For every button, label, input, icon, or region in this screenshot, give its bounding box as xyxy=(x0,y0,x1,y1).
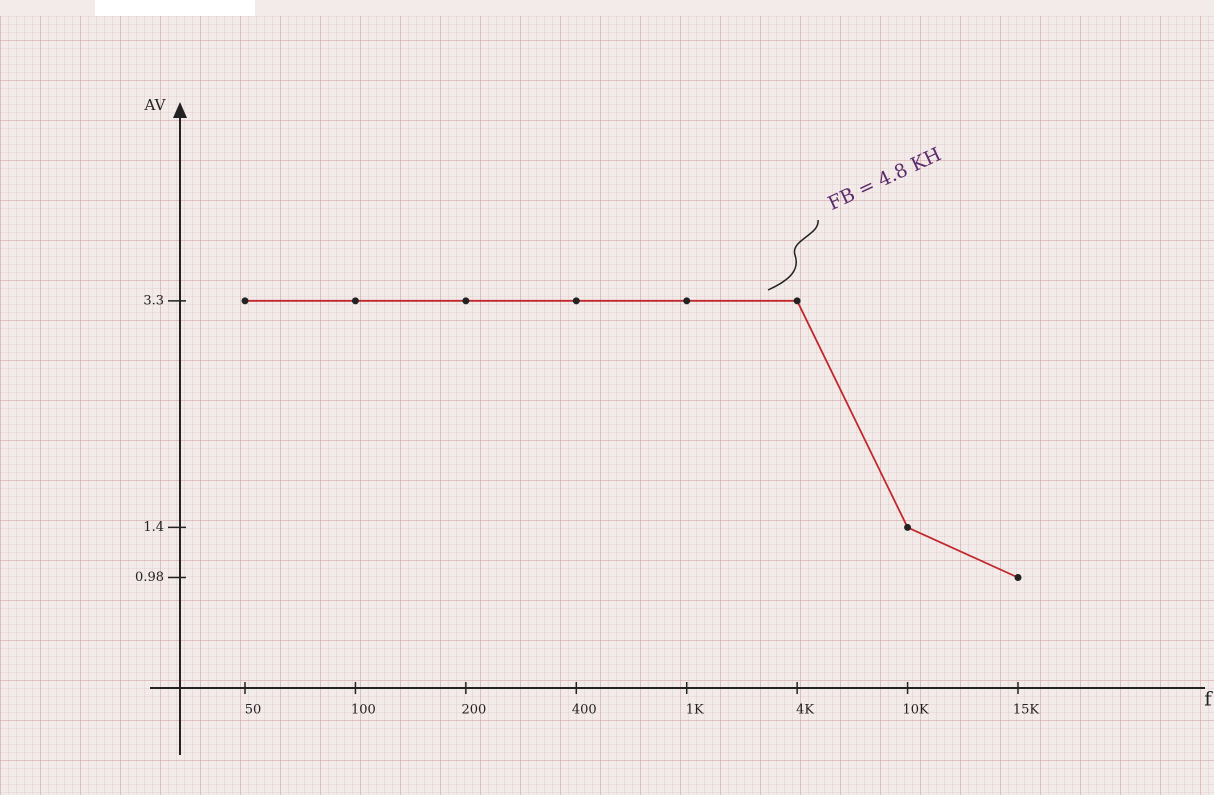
y-tick-label: 1.4 xyxy=(143,520,164,535)
grid-pattern xyxy=(0,16,1214,795)
page: AV f FB = 4.8 KH 0.981.43.3501002004001K… xyxy=(0,0,1214,795)
data-point xyxy=(462,297,469,304)
x-tick-label: 15K xyxy=(1013,703,1040,718)
x-tick-label: 100 xyxy=(351,703,376,718)
x-tick-label: 4K xyxy=(796,703,814,718)
y-axis-label: AV xyxy=(144,96,167,114)
data-point xyxy=(352,297,359,304)
x-tick-label: 1K xyxy=(686,703,704,718)
graph-paper xyxy=(0,16,1214,795)
y-tick-label: 0.98 xyxy=(135,570,164,585)
data-point xyxy=(904,524,911,531)
data-point xyxy=(683,297,690,304)
x-tick-label: 400 xyxy=(572,703,597,718)
chart: AV f FB = 4.8 KH 0.981.43.3501002004001K… xyxy=(0,0,1214,795)
data-point xyxy=(794,297,801,304)
data-point xyxy=(1015,574,1022,581)
data-point xyxy=(573,297,580,304)
x-tick-label: 200 xyxy=(461,703,486,718)
cover xyxy=(95,0,255,16)
y-tick-label: 3.3 xyxy=(143,293,164,308)
data-point xyxy=(242,297,249,304)
x-tick-label: 10K xyxy=(902,703,929,718)
x-tick-label: 50 xyxy=(245,703,262,718)
